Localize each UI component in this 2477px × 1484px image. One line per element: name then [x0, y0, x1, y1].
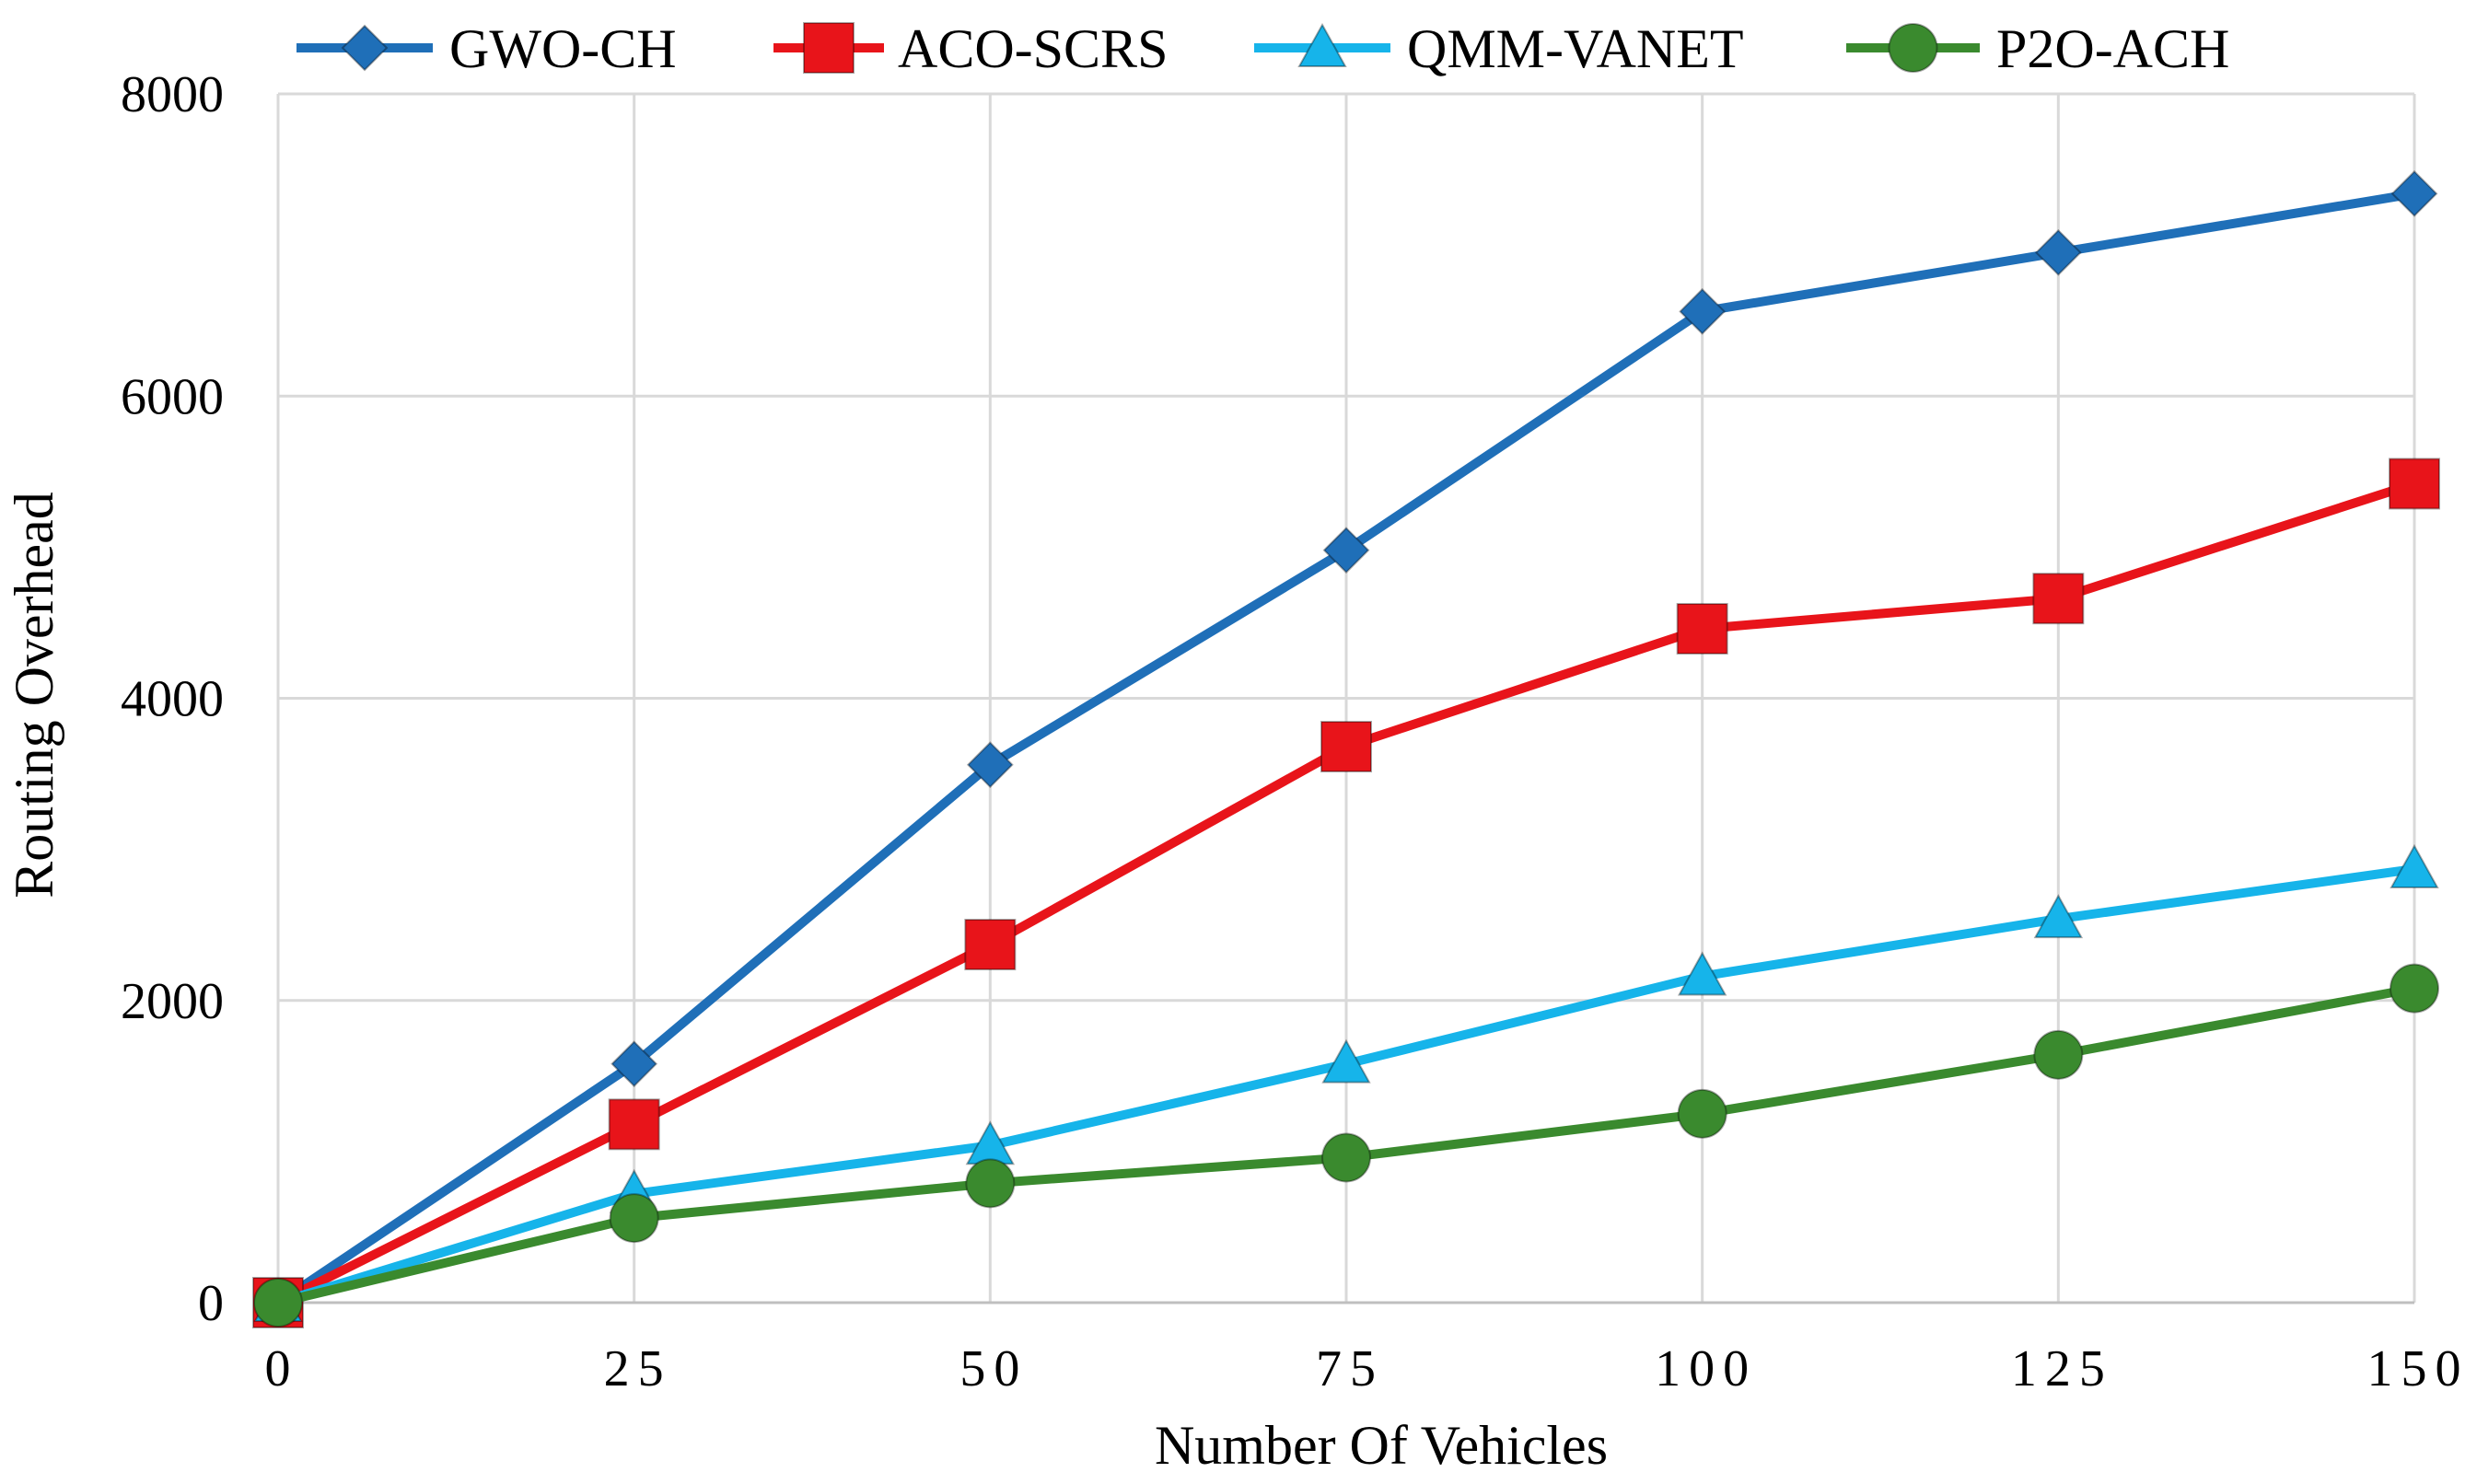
data-point	[1676, 603, 1728, 655]
x-tick-label: 100	[1655, 1340, 1757, 1397]
data-point	[1677, 951, 1727, 996]
x-tick-label: 0	[265, 1340, 299, 1397]
data-point	[1677, 1088, 1727, 1139]
data-point	[611, 1040, 658, 1088]
legend-item: QMM-VANET	[1254, 18, 1744, 79]
data-point	[253, 1278, 303, 1327]
gridlines	[278, 92, 2416, 1303]
legend-label: P2O-ACH	[1996, 18, 2229, 79]
legend-label: QMM-VANET	[1407, 18, 1744, 79]
data-point	[1320, 721, 1372, 773]
x-tick-label: 125	[2011, 1340, 2113, 1397]
legend-label: GWO-CH	[449, 18, 677, 79]
data-point	[2032, 573, 2085, 625]
y-tick-labels: 0 2000 4000 6000 8000	[121, 66, 224, 1332]
data-point	[2390, 843, 2439, 888]
series-group	[252, 169, 2440, 1328]
data-point	[1321, 1132, 1371, 1183]
y-tick-label: 6000	[121, 368, 224, 425]
legend: GWO-CH ACO-SCRS QMM-VANET P2O-ACH	[297, 18, 2229, 79]
legend-label: ACO-SCRS	[898, 18, 1168, 79]
y-tick-label: 2000	[121, 973, 224, 1030]
series-qmm-vanet	[253, 843, 2439, 1322]
series-p2o-ach	[253, 963, 2439, 1327]
y-tick-label: 0	[198, 1275, 224, 1332]
x-tick-label: 50	[959, 1340, 1028, 1397]
x-tick-label: 150	[2367, 1340, 2470, 1397]
y-axis-title: Routing Overhead	[4, 492, 64, 899]
data-point	[964, 919, 1017, 971]
legend-item: GWO-CH	[297, 18, 677, 79]
data-point	[608, 1098, 660, 1151]
legend-marker	[803, 22, 855, 74]
legend-item: ACO-SCRS	[773, 18, 1168, 79]
data-point	[1322, 527, 1370, 574]
data-point	[1321, 1038, 1371, 1084]
data-point	[2033, 1029, 2084, 1080]
data-point	[2034, 228, 2082, 276]
y-tick-label: 8000	[121, 66, 224, 123]
legend-marker	[341, 24, 389, 72]
axes	[276, 94, 2414, 1304]
data-point	[609, 1193, 659, 1244]
data-point	[2033, 894, 2084, 939]
data-point	[966, 741, 1014, 789]
data-point	[2390, 169, 2438, 217]
data-point	[2390, 963, 2439, 1014]
legend-marker	[1888, 23, 1938, 73]
data-point	[965, 1158, 1016, 1209]
x-axis-title: Number Of Vehicles	[1155, 1415, 1608, 1476]
y-tick-label: 4000	[121, 671, 224, 728]
x-tick-labels: 0 25 50 75 100 125 150	[265, 1340, 2470, 1397]
x-tick-label: 25	[604, 1340, 672, 1397]
data-point	[2389, 458, 2440, 510]
legend-marker	[1297, 22, 1347, 67]
legend-item: P2O-ACH	[1846, 18, 2229, 79]
x-tick-label: 75	[1316, 1340, 1384, 1397]
data-point	[1679, 287, 1727, 335]
